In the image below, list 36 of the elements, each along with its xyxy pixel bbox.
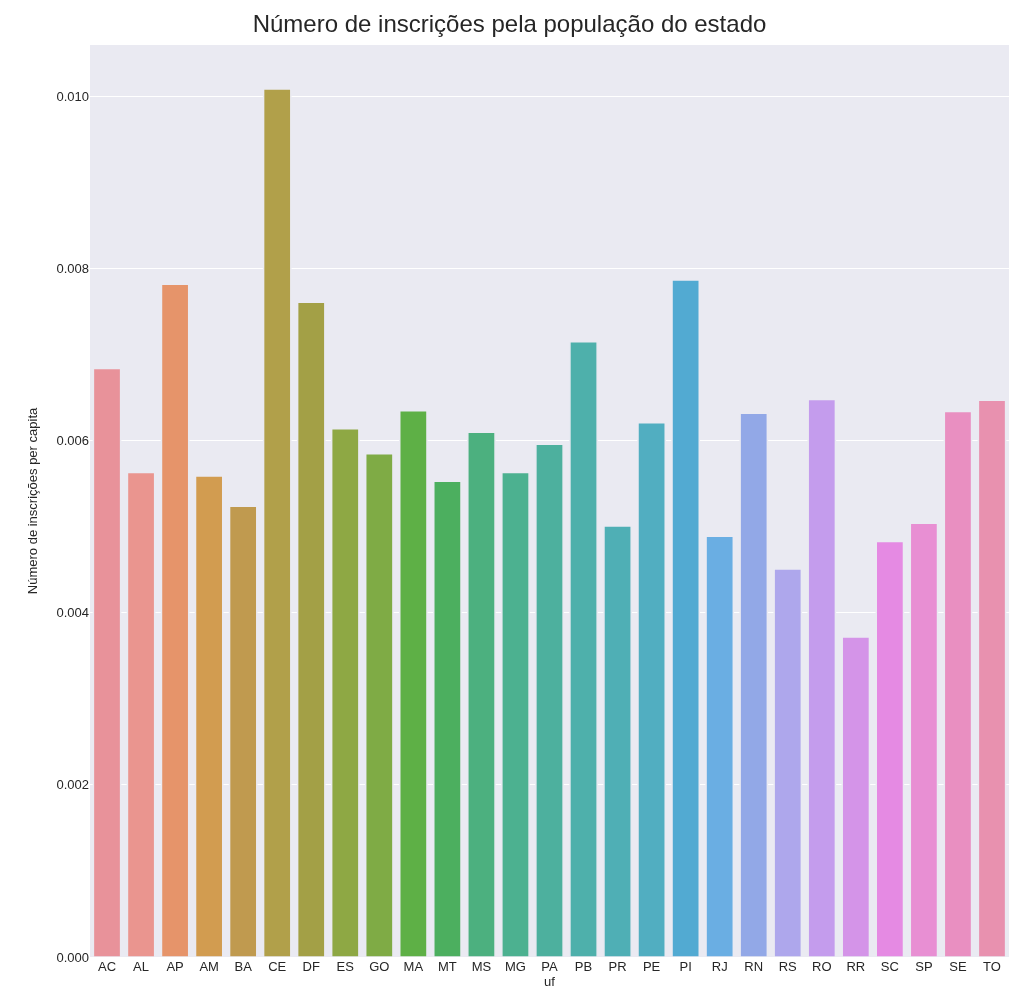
x-tick-label: RJ xyxy=(711,959,728,974)
x-tick-label: TO xyxy=(983,959,1001,974)
x-tick-label: GO xyxy=(369,959,390,974)
x-tick-label: RS xyxy=(778,959,798,974)
y-tick-label: 0.006 xyxy=(56,433,89,449)
y-tick-label: 0.002 xyxy=(56,777,89,793)
x-tick-label: PB xyxy=(574,959,593,974)
x-tick-label: MA xyxy=(403,959,424,974)
x-tick-label: MG xyxy=(504,959,526,974)
x-tick-label: SE xyxy=(949,959,967,974)
x-tick-label: PI xyxy=(679,959,692,974)
x-tick-label: SP xyxy=(915,959,933,974)
y-tick-label: 0.004 xyxy=(56,605,89,621)
x-tick-label: AM xyxy=(199,959,219,974)
x-tick-label: AP xyxy=(166,959,184,974)
x-tick-label: BA xyxy=(234,959,253,974)
x-tick-label: RO xyxy=(812,959,832,974)
x-tick-label: MT xyxy=(438,959,457,974)
x-tick-label: DF xyxy=(302,959,320,974)
x-tick-label: CE xyxy=(268,959,287,974)
y-tick-label: 0.000 xyxy=(56,949,89,965)
x-tick-label: SC xyxy=(880,959,899,974)
x-tick-label: RR xyxy=(846,959,866,974)
x-tick-label: PA xyxy=(541,959,559,974)
x-tick-label: RN xyxy=(744,959,764,974)
x-tick-label: PE xyxy=(642,959,661,974)
x-tick-label: ES xyxy=(336,959,355,974)
x-tick-label: PR xyxy=(608,959,627,974)
x-tick-label: AL xyxy=(133,959,150,974)
x-tick-label: AC xyxy=(97,959,117,974)
x-tick-label: MS xyxy=(471,959,492,974)
chart-title: Número de inscrições pela população do estado xyxy=(252,9,767,37)
y-axis-title: Número de inscrições per capita xyxy=(25,407,41,595)
x-axis-title: uf xyxy=(544,974,556,989)
y-tick-label: 0.010 xyxy=(56,89,89,105)
y-tick-label: 0.008 xyxy=(56,261,89,277)
